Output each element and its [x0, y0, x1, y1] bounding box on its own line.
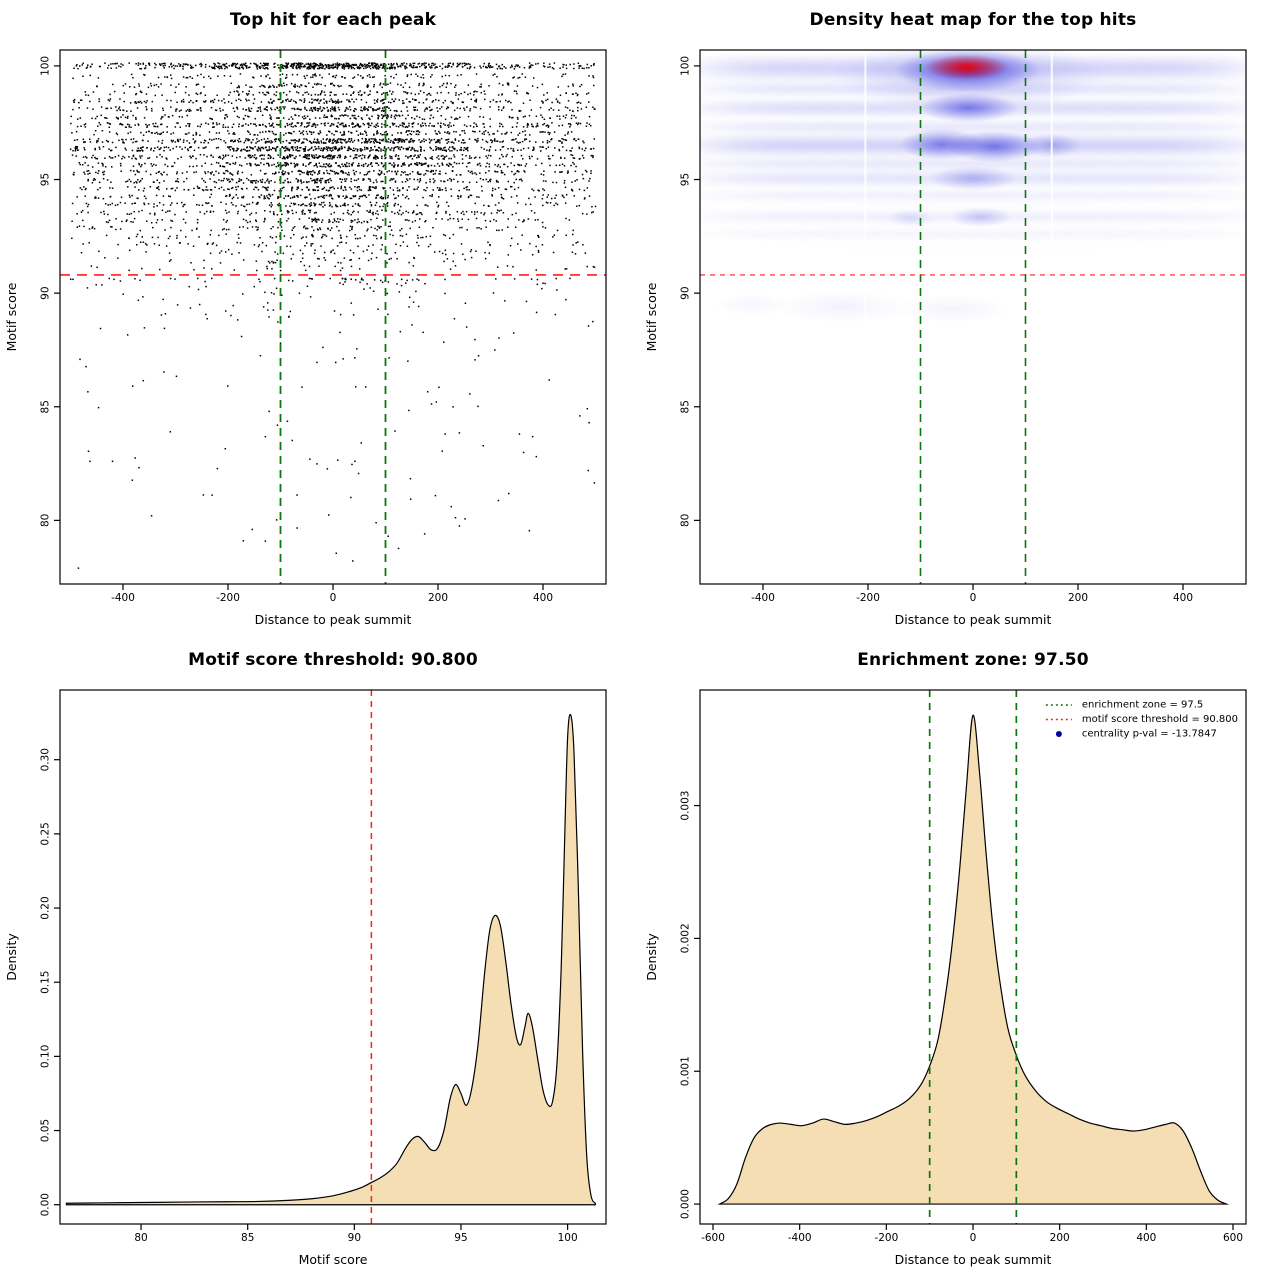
panel-motif-score-density: Motif score threshold: 90.800	[0, 640, 640, 1280]
chart-title-density-heatmap: Density heat map for the top hits	[809, 10, 1137, 30]
panel-top-hit-scatter: Top hit for each peak	[0, 0, 640, 640]
panel-enrichment-zone-density: Enrichment zone: 97.50	[640, 640, 1280, 1280]
enrichment-zone-density-plot	[640, 680, 1280, 1280]
panel-density-heatmap: Density heat map for the top hits	[640, 0, 1280, 640]
motif-score-density-plot	[0, 680, 640, 1280]
density-heatmap-plot	[640, 40, 1280, 640]
chart-title-enrichment-zone-density: Enrichment zone: 97.50	[857, 650, 1089, 670]
chart-title-motif-score-density: Motif score threshold: 90.800	[188, 650, 478, 670]
chart-title-top-hit-scatter: Top hit for each peak	[229, 10, 437, 30]
top-hit-scatter-plot	[0, 40, 640, 640]
